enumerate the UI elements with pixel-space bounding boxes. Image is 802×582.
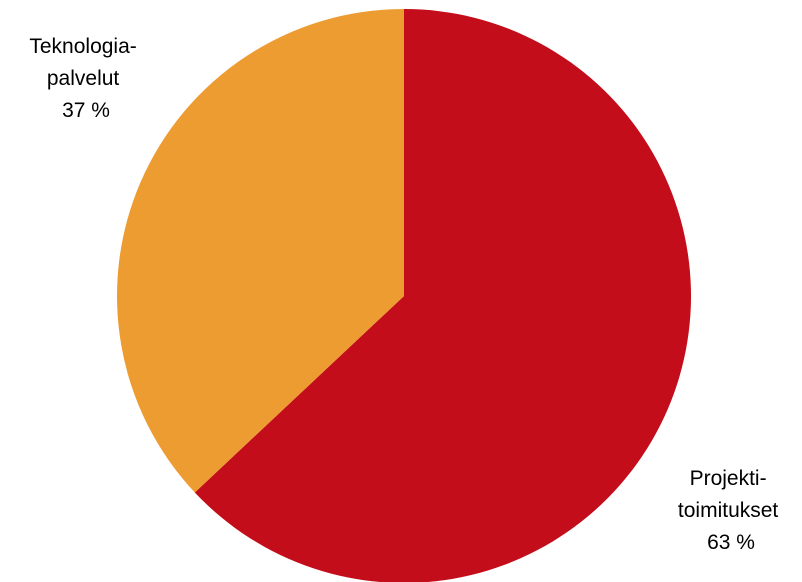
pie-slice-0 bbox=[194, 9, 691, 582]
slice-label-line: Projekti- bbox=[690, 467, 767, 490]
slices-layer bbox=[116, 8, 691, 582]
slice-label-line: palvelut bbox=[47, 67, 120, 90]
labels-layer: Projekti- toimitukset 63 % Teknologia- p… bbox=[29, 35, 784, 554]
slice-label-projektitoimitukset: Projekti- toimitukset 63 % bbox=[678, 467, 784, 554]
slice-label-teknologiapalvelut: Teknologia- palvelut 37 % bbox=[29, 35, 142, 122]
slice-label-line: Teknologia- bbox=[29, 35, 136, 58]
pie-slice-1 bbox=[116, 8, 405, 493]
slice-label-line: toimitukset bbox=[678, 499, 779, 522]
slice-percent-label: 63 % bbox=[707, 531, 755, 554]
slice-percent-label: 37 % bbox=[62, 99, 110, 122]
